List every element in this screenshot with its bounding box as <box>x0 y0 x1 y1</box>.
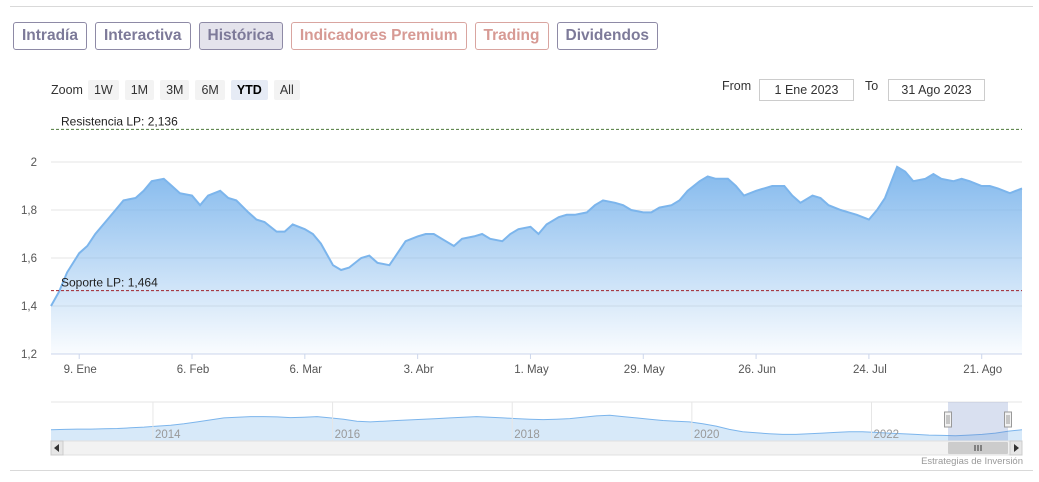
navigator-year-label: 2018 <box>514 429 540 441</box>
y-tick-label: 1,6 <box>21 253 37 265</box>
zoom-label: Zoom <box>51 83 83 97</box>
x-tick-label: 29. May <box>624 364 665 376</box>
x-tick-label: 6. Feb <box>177 364 210 376</box>
zoom-selector: Zoom 1W 1M 3M 6M YTD All <box>51 80 306 100</box>
credits-link[interactable]: Estrategias de Inversión <box>921 456 1023 467</box>
to-date-input[interactable]: 31 Ago 2023 <box>888 79 985 101</box>
zoom-button-6m[interactable]: 6M <box>195 80 225 100</box>
y-tick-label: 1,8 <box>21 205 37 217</box>
tab-trading[interactable]: Trading <box>474 22 549 50</box>
scroll-left-arrow-icon <box>54 444 59 452</box>
view-tabs: Intradía Interactiva Histórica Indicadores … <box>13 22 659 50</box>
tab-indicadores-premium[interactable]: Indicadores Premium <box>290 22 467 50</box>
zoom-button-ytd[interactable]: YTD <box>230 80 268 100</box>
plot-line-label: Soporte LP: 1,464 <box>61 276 158 290</box>
x-tick-label: 3. Abr <box>404 364 434 376</box>
plot-line-label: Resistencia LP: 2,136 <box>61 114 178 128</box>
top-divider <box>10 6 1033 7</box>
bottom-divider <box>10 470 1033 471</box>
scrollbar-track <box>50 440 1023 456</box>
tab-intradía[interactable]: Intradía <box>13 22 87 50</box>
navigator-year-label: 2016 <box>335 429 361 441</box>
x-tick-label: 1. May <box>514 364 549 376</box>
navigator-selection <box>948 402 1008 441</box>
from-date-input[interactable]: 1 Ene 2023 <box>759 79 854 101</box>
navigator-handle[interactable] <box>944 411 952 428</box>
series-line <box>50 165 1023 307</box>
y-tick-label: 1,4 <box>21 301 38 313</box>
zoom-button-1m[interactable]: 1M <box>124 80 155 100</box>
scroll-right-arrow-icon <box>1014 444 1019 452</box>
y-tick-label: 1,2 <box>21 349 37 361</box>
navigator-year-label: 2022 <box>873 429 899 441</box>
navigator-year-label: 2014 <box>155 429 181 441</box>
x-tick-label: 24. Jul <box>853 364 887 376</box>
navigator-line <box>50 414 1023 437</box>
zoom-button-3m[interactable]: 3M <box>160 80 190 100</box>
tab-dividendos[interactable]: Dividendos <box>556 22 659 50</box>
to-label: To <box>865 79 879 93</box>
x-tick-label: 26. Jun <box>738 364 776 376</box>
x-tick-label: 6. Mar <box>290 364 323 376</box>
navigator-year-label: 2020 <box>694 429 720 441</box>
tab-interactiva[interactable]: Interactiva <box>94 22 191 50</box>
tab-histórica[interactable]: Histórica <box>198 22 283 50</box>
x-tick-label: 21. Ago <box>963 364 1002 376</box>
zoom-button-all[interactable]: All <box>273 80 300 100</box>
navigator-handle[interactable] <box>1004 411 1012 428</box>
from-label: From <box>722 79 752 93</box>
zoom-button-1w[interactable]: 1W <box>87 80 119 100</box>
series-area <box>51 166 1022 354</box>
y-tick-label: 2 <box>31 157 37 169</box>
x-tick-label: 9. Ene <box>64 364 97 376</box>
